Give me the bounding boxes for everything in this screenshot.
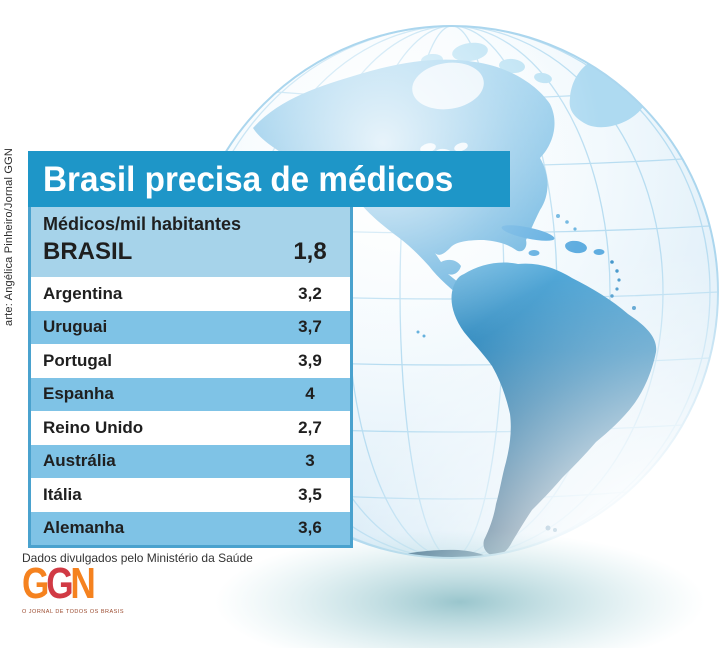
logo-tagline: O JORNAL DE TODOS OS BRASIS: [22, 609, 125, 615]
country-label: Argentina: [43, 283, 123, 303]
source-note: Dados divulgados pelo Ministério da Saúd…: [22, 551, 253, 565]
table-header: Médicos/mil habitantes BRASIL 1,8: [31, 207, 350, 277]
country-label: Portugal: [43, 350, 112, 370]
table-row: Argentina 3,2: [31, 277, 350, 311]
metric-label: Médicos/mil habitantes: [43, 214, 242, 234]
value-label: 3,7: [298, 317, 322, 337]
country-label: Reino Unido: [43, 417, 144, 437]
logo-letter: N: [70, 559, 95, 608]
table-row: Uruguai 3,7: [31, 310, 350, 344]
brasil-row: BRASIL 1,8: [43, 238, 346, 266]
table-row: Reino Unido 2,7: [31, 411, 350, 445]
page-title: Brasil precisa de médicos: [43, 159, 454, 199]
country-label: Alemanha: [43, 518, 125, 538]
country-label: Itália: [43, 484, 82, 504]
stats-table: Médicos/mil habitantes BRASIL 1,8 Argent…: [28, 207, 353, 548]
country-label: Austrália: [43, 451, 116, 471]
country-label: Espanha: [43, 384, 114, 404]
table-row: Austrália 3: [31, 444, 350, 478]
value-label: 3,6: [298, 518, 322, 538]
table-row: Portugal 3,9: [31, 344, 350, 378]
logo-letter: G: [46, 559, 73, 608]
table-row: Alemanha 3,6: [31, 511, 350, 545]
value-label: 3,2: [298, 283, 322, 303]
country-label: BRASIL: [43, 238, 133, 265]
ggn-logo-letters: GGN: [22, 562, 104, 606]
title-banner: Brasil precisa de médicos: [28, 151, 510, 207]
value-label: 3,9: [298, 350, 322, 370]
value-label: 4: [305, 384, 315, 404]
ggn-logo: GGN O JORNAL DE TODOS OS BRASIS: [22, 562, 125, 616]
art-credit: arte: Angélica Pinheiro/Jornal GGN: [3, 148, 15, 326]
country-rows: Argentina 3,2 Uruguai 3,7 Portugal 3,9 E…: [31, 277, 350, 545]
table-row: Espanha 4: [31, 377, 350, 411]
value-label: 3: [305, 451, 315, 471]
value-label: 2,7: [298, 417, 322, 437]
country-label: Uruguai: [43, 317, 108, 337]
value-label: 3,5: [298, 484, 322, 504]
logo-letter: G: [22, 559, 49, 608]
value-label: 1,8: [293, 238, 327, 265]
table-row: Itália 3,5: [31, 478, 350, 512]
